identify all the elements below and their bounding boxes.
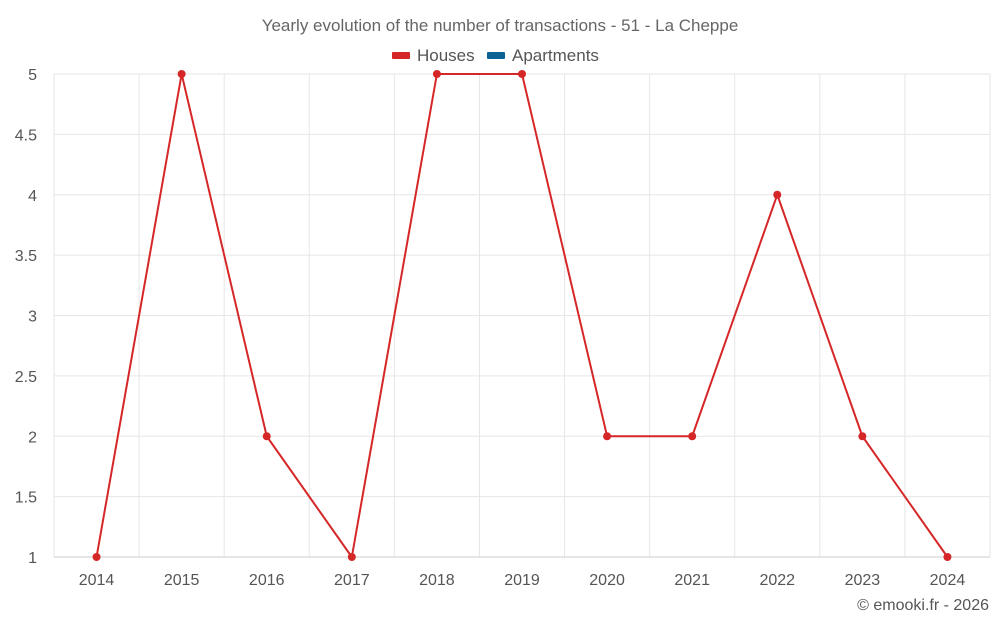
y-tick-label: 2.5 [15,369,37,386]
y-tick-label: 5 [28,67,37,84]
y-tick-label: 1.5 [15,490,37,507]
legend-label-apartments: Apartments [512,46,599,65]
grid [53,73,991,557]
series-layer [92,70,952,561]
legend: Houses Apartments [392,46,599,65]
y-tick-label: 3 [28,309,37,326]
data-point-houses-2024[interactable] [943,553,952,561]
data-point-houses-2015[interactable] [177,70,186,78]
data-point-houses-2019[interactable] [518,70,526,78]
legend-label-houses: Houses [417,46,475,65]
data-point-houses-2022[interactable] [773,190,782,199]
legend-swatch-apartments [487,52,505,59]
x-tick-label: 2019 [504,572,540,589]
legend-swatch-houses [392,52,410,59]
x-tick-label: 2020 [589,572,625,589]
x-tick-label: 2022 [759,572,795,589]
x-tick-label: 2017 [334,572,370,589]
y-tick-label: 4.5 [15,127,37,144]
x-tick-label: 2014 [79,572,115,589]
y-tick-label: 1 [28,550,37,567]
y-tick-label: 4 [28,188,37,205]
x-tick-label: 2021 [674,572,710,589]
x-tick-label: 2016 [249,572,285,589]
x-tick-label: 2015 [164,572,200,589]
chart-title: Yearly evolution of the number of transa… [262,16,739,35]
data-point-houses-2023[interactable] [858,432,867,441]
data-point-houses-2014[interactable] [92,553,101,561]
legend-item-apartments[interactable]: Apartments [487,46,599,65]
data-point-houses-2018[interactable] [432,70,441,78]
data-point-houses-2020[interactable] [603,432,612,441]
data-point-houses-2021[interactable] [688,432,697,441]
legend-item-houses[interactable]: Houses [392,46,475,65]
y-axis: 1 1.5 2 2.5 3 3.5 4 4.5 5 [15,67,37,567]
x-tick-label: 2024 [930,572,966,589]
x-tick-label: 2023 [845,572,881,589]
y-tick-label: 2 [28,429,37,446]
x-tick-label: 2018 [419,572,455,589]
credit-text: © emooki.fr - 2026 [857,597,989,614]
data-point-houses-2017[interactable] [347,553,356,561]
x-axis: 2014 2015 2016 2017 2018 2019 2020 2021 2022 2023… [54,556,990,589]
y-tick-label: 3.5 [15,248,37,265]
data-point-houses-2016[interactable] [262,432,271,441]
